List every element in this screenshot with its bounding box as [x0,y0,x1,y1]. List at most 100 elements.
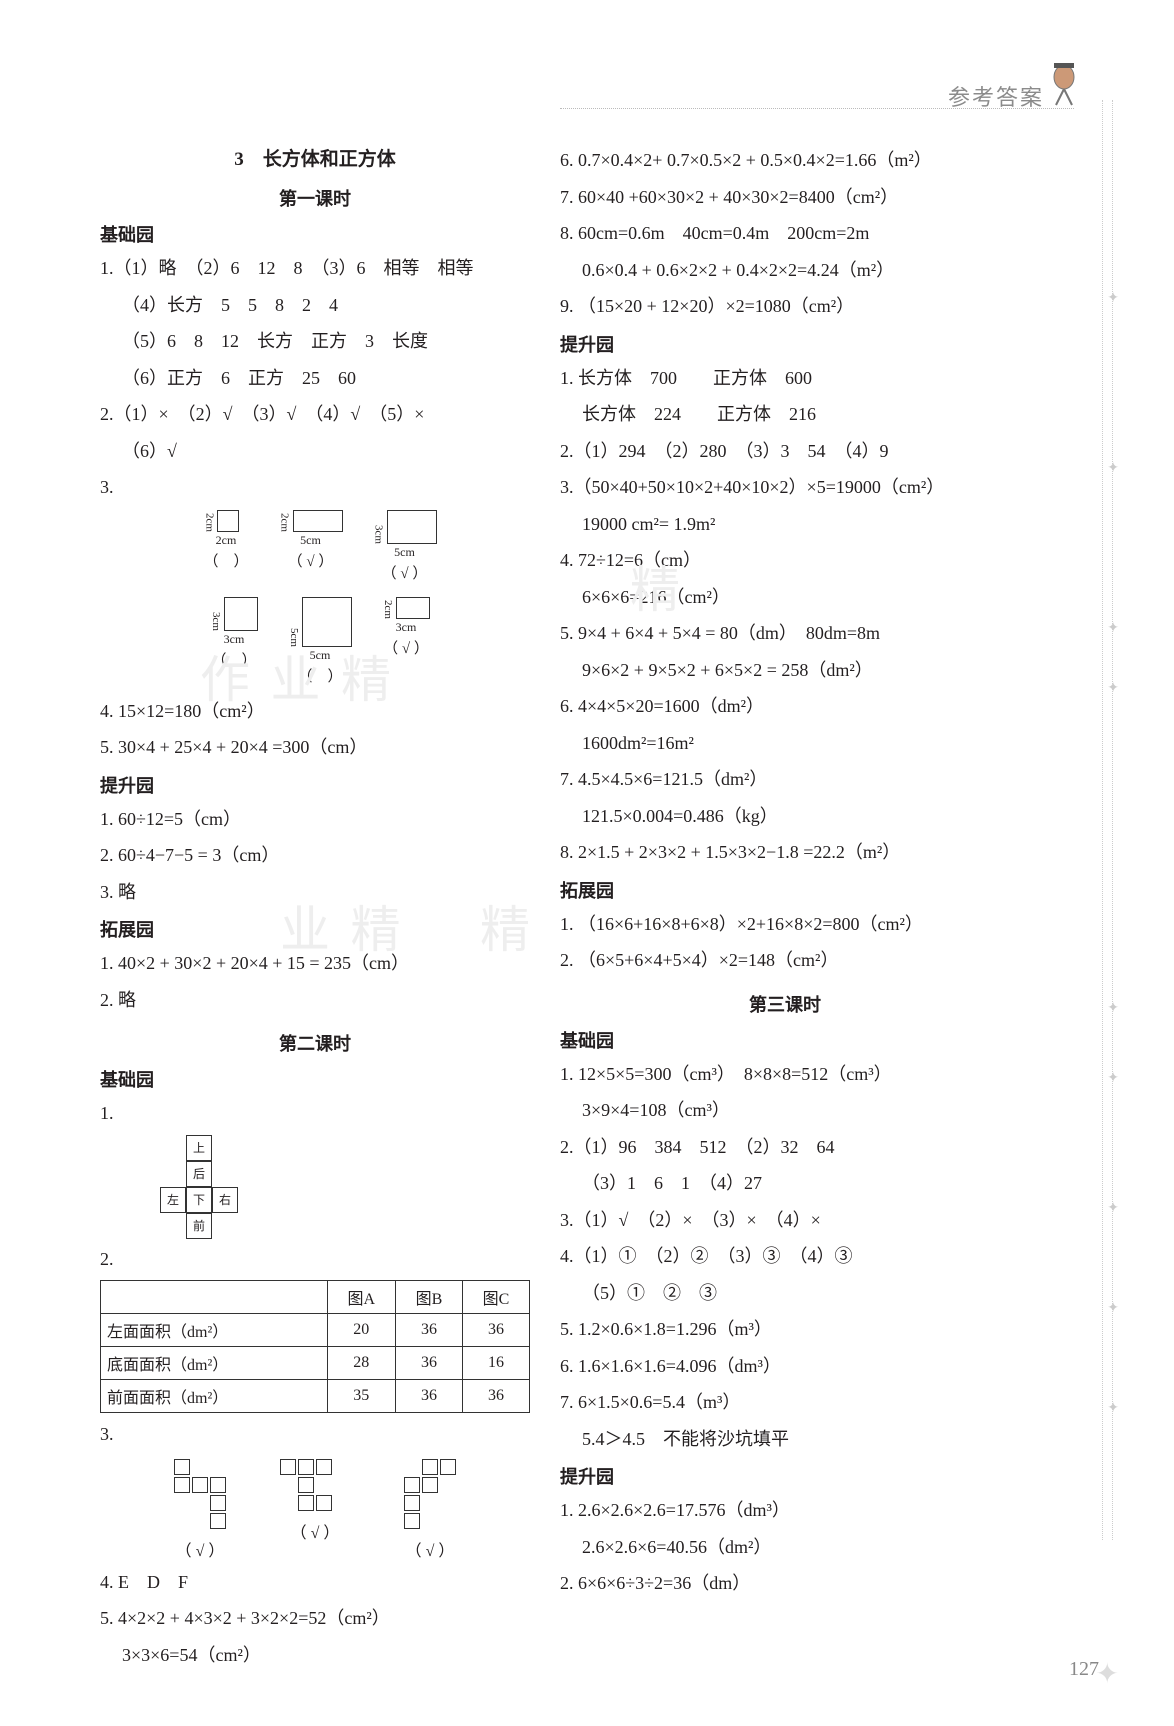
section-tuozhan-1: 拓展园 [100,916,530,942]
b7b: 5.4＞4.5 不能将沙坑填平 [560,1424,1010,1456]
net-3: （ √ ） [402,1457,458,1561]
table-cell: 36 [462,1314,529,1347]
table-cell: 前面面积（dm²） [101,1380,328,1413]
table-cell: 底面面积（dm²） [101,1347,328,1380]
rect-item: 2cm3cm（ √ ） [382,597,430,686]
table-cell: 28 [327,1347,395,1380]
rt5a: 5. 9×4 + 6×4 + 5×4 = 80（dm） 80dm=8m [560,618,1010,650]
b3: 3.（1）√ （2）× （3）× （4）× [560,1205,1010,1237]
rt1a: 1. 长方体 700 正方体 600 [560,363,1010,395]
rz1: 1. （16×6+16×8+6×8）×2+16×8×2=800（cm²） [560,909,1010,941]
r8a: 8. 60cm=0.6m 40cm=0.4m 200cm=2m [560,218,1010,250]
section-tuozhan-r: 拓展园 [560,877,1010,903]
rect-item: 2cm2cm（ ） [203,510,248,583]
table-cell: 16 [462,1347,529,1380]
table-cell: 20 [327,1314,395,1347]
rail-star-icon: ✦ [1107,1400,1119,1417]
b6: 6. 1.6×1.6×1.6=4.096（dm³） [560,1351,1010,1383]
rect-item: 2cm5cm（ √ ） [279,510,343,583]
rt7a: 7. 4.5×4.5×6=121.5（dm²） [560,764,1010,796]
rail-star-icon: ✦ [1107,680,1119,697]
t1: 1. 60÷12=5（cm） [100,804,530,836]
rz2: 2. （6×5+6×4+5×4）×2=148（cm²） [560,945,1010,977]
l1-1: 1.（1）略 （2）6 12 8 （3）6 相等 相等 [100,253,530,285]
rects-row-1: 2cm2cm（ ） 2cm5cm（ √ ） 3cm5cm（ √ ） [110,510,530,583]
l1-4: （6）正方 6 正方 25 60 [100,363,530,395]
chapter-title: 3 长方体和正方体 [100,144,530,171]
rail-star-icon: ✦ [1107,620,1119,637]
rect-item: 3cm3cm（ ） [210,597,258,686]
p1a: 1. 2.6×2.6×2.6=17.576（dm³） [560,1495,1010,1527]
l1-2: （4）长方 5 5 8 2 4 [100,290,530,322]
section-tisheng-r: 提升园 [560,331,1010,357]
q3: 3. [100,1419,530,1451]
rail-star-icon: ✦ [1107,460,1119,477]
left-column: 3 长方体和正方体 第一课时 基础园 1.（1）略 （2）6 12 8 （3）6… [100,140,530,1676]
z2: 2. 略 [100,985,530,1017]
l4: 4. 15×12=180（cm²） [100,696,530,728]
rail-star-icon: ✦ [1107,1000,1119,1017]
net-2-mark: （ √ ） [278,1519,352,1543]
rt2: 2.（1）294 （2）280 （3）3 54 （4）9 [560,436,1010,468]
z1: 1. 40×2 + 30×2 + 20×4 + 15 = 235（cm） [100,948,530,980]
r9: 9. （15×20 + 12×20）×2=1080（cm²） [560,291,1010,323]
lesson-1-title: 第一课时 [100,185,530,211]
q1: 1. [100,1098,530,1130]
r8b: 0.6×0.4 + 0.6×2×2 + 0.4×2×2=4.24（m²） [560,255,1010,287]
lesson-3-title: 第三课时 [560,991,1010,1017]
cross-unfold: 上 后 左 下 右 前 [160,1135,530,1239]
mascot-icon [1044,55,1084,110]
t2: 2. 60÷4−7−5 = 3（cm） [100,840,530,872]
b2a: 2.（1）96 384 512 （2）32 64 [560,1132,1010,1164]
l3: 3. [100,472,530,504]
table-cell: 36 [396,1380,463,1413]
rt1b: 长方体 224 正方体 216 [560,399,1010,431]
page-star-icon: ✦ [1096,1657,1119,1691]
nets-row: （ √ ） （ √ ） （ √ ） [100,1457,530,1561]
q5b: 3×3×6=54（cm²） [100,1640,530,1672]
table-row: 左面面积（dm²）203636 [101,1314,530,1347]
right-rail [1102,100,1104,1540]
unfold-front: 前 [186,1213,212,1239]
table-cell: 36 [396,1314,463,1347]
rail-star-icon: ✦ [1107,290,1119,307]
net-1-mark: （ √ ） [172,1537,228,1561]
table-header: 图C [462,1281,529,1314]
unfold-top: 上 [186,1135,212,1161]
net-2: （ √ ） [278,1457,352,1561]
table-cell: 左面面积（dm²） [101,1314,328,1347]
rail-star-icon: ✦ [1107,1300,1119,1317]
b1b: 3×9×4=108（cm³） [560,1095,1010,1127]
table-header: 图B [396,1281,463,1314]
b1a: 1. 12×5×5=300（cm³） 8×8×8=512（cm³） [560,1059,1010,1091]
rt7b: 121.5×0.004=0.486（kg） [560,801,1010,833]
right-column: 6. 0.7×0.4×2+ 0.7×0.5×2 + 0.5×0.4×2=1.66… [560,140,1010,1676]
l5: 5. 30×4 + 25×4 + 20×4 =300（cm） [100,732,530,764]
b4a: 4.（1）① （2）② （3）③ （4）③ [560,1241,1010,1273]
table-cell: 35 [327,1380,395,1413]
rail-star-icon: ✦ [1107,1070,1119,1087]
table-row: 底面面积（dm²）283616 [101,1347,530,1380]
l1-3: （5）6 8 12 长方 正方 3 长度 [100,326,530,358]
section-jichu-1: 基础园 [100,221,530,247]
table-cell: 36 [462,1380,529,1413]
section-jichu-3: 基础园 [560,1027,1010,1053]
lesson-2-title: 第二课时 [100,1030,530,1056]
rect-item: 3cm5cm（ √ ） [373,510,437,583]
section-tisheng-1: 提升园 [100,772,530,798]
p1b: 2.6×2.6×6=40.56（dm²） [560,1532,1010,1564]
area-table: 图A图B图C左面面积（dm²）203636底面面积（dm²）283616前面面积… [100,1280,530,1413]
rt8: 8. 2×1.5 + 2×3×2 + 1.5×3×2−1.8 =22.2（m²） [560,837,1010,869]
table-header [101,1281,328,1314]
q5a: 5. 4×2×2 + 4×3×2 + 3×2×2=52（cm²） [100,1603,530,1635]
unfold-left: 左 [160,1187,186,1213]
rt4a: 4. 72÷12=6（cm） [560,545,1010,577]
b5: 5. 1.2×0.6×1.8=1.296（m³） [560,1314,1010,1346]
b2b: （3）1 6 1 （4）27 [560,1168,1010,1200]
r7: 7. 60×40 +60×30×2 + 40×30×2=8400（cm²） [560,182,1010,214]
rects-row-2: 3cm3cm（ ）5cm5cm（ ）2cm3cm（ √ ） [110,597,530,686]
table-cell: 36 [396,1347,463,1380]
r6: 6. 0.7×0.4×2+ 0.7×0.5×2 + 0.5×0.4×2=1.66… [560,145,1010,177]
net-1: （ √ ） [172,1457,228,1561]
l2b: （6）√ [100,436,530,468]
